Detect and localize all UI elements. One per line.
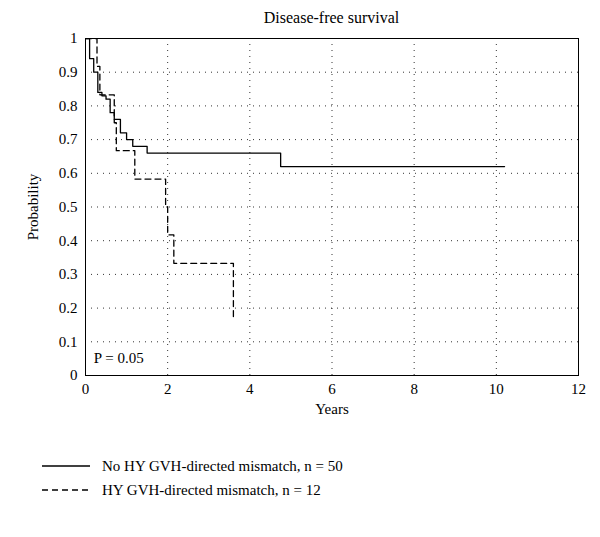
svg-text:12: 12 xyxy=(571,381,586,397)
svg-text:0.4: 0.4 xyxy=(59,233,78,249)
svg-text:0.1: 0.1 xyxy=(59,334,78,350)
svg-text:1: 1 xyxy=(70,30,78,46)
svg-text:6: 6 xyxy=(328,381,336,397)
html-text:Disease-free survival: Disease-free survival xyxy=(263,9,400,26)
svg-text:2: 2 xyxy=(164,381,172,397)
svg-text:0.7: 0.7 xyxy=(59,131,78,147)
svg-text:0.6: 0.6 xyxy=(59,165,78,181)
svg-text:0.5: 0.5 xyxy=(59,199,78,215)
svg-text:0.9: 0.9 xyxy=(59,64,78,80)
svg-text:P = 0.05: P = 0.05 xyxy=(94,350,144,366)
svg-text:4: 4 xyxy=(246,381,254,397)
svg-text:0: 0 xyxy=(70,367,78,383)
svg-text:Years: Years xyxy=(315,401,349,417)
svg-text:0.8: 0.8 xyxy=(59,98,78,114)
svg-text:10: 10 xyxy=(489,381,504,397)
svg-text:0.3: 0.3 xyxy=(59,266,78,282)
svg-text:8: 8 xyxy=(410,381,418,397)
svg-text:Probability: Probability xyxy=(25,173,41,240)
html-text:HY GVH-directed mismatch, n =: HY GVH-directed mismatch, n = 12 xyxy=(102,481,321,498)
html-text:No HY GVH-directed mismatch, n: No HY GVH-directed mismatch, n = 50 xyxy=(102,457,343,474)
svg-text:0: 0 xyxy=(82,381,90,397)
svg-text:0.2: 0.2 xyxy=(59,300,78,316)
